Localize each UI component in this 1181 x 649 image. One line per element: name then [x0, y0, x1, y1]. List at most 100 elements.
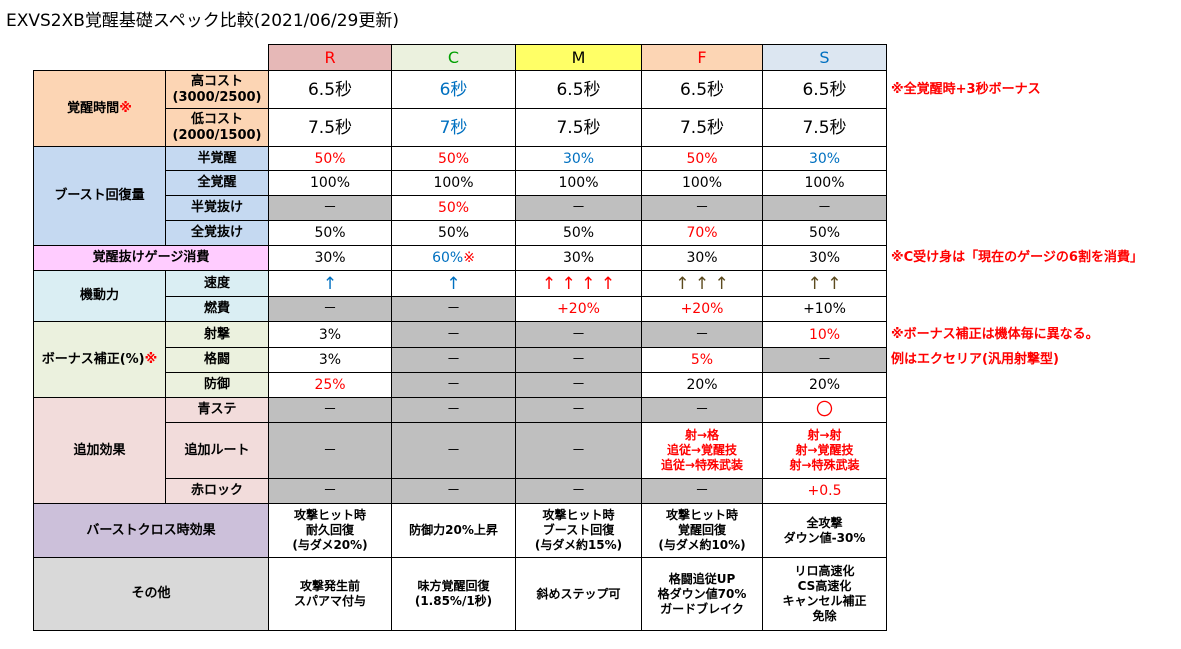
cell: 射→格 追従→覚醒技 追従→特殊武装	[641, 422, 763, 479]
cell-text: －	[571, 200, 586, 216]
cell-text: 7秒	[439, 117, 468, 138]
cell: ↑ ↑	[762, 270, 887, 297]
cell-text: 6秒	[439, 79, 468, 100]
cell-text: －	[323, 483, 337, 499]
cell: 50%	[515, 220, 642, 246]
note: ※C受け身は「現在のゲージの6割を消費」	[887, 246, 1177, 271]
cell-text: 50%	[314, 150, 346, 167]
group-label: 追加効果	[33, 397, 166, 504]
cell-line: 攻撃ヒット時	[665, 508, 738, 522]
row: 追加ルート－－－射→格 追従→覚醒技 追従→特殊武装 射→射 射→覚醒技 射→特殊武装	[34, 422, 1177, 479]
cell-line: スパアマ付与	[293, 594, 366, 608]
cell-text: －	[695, 326, 709, 343]
cell: 25%	[268, 372, 392, 398]
row-label: 青ステ	[165, 397, 269, 423]
note	[887, 271, 1177, 297]
cell-text: 7.5秒	[802, 117, 847, 138]
cell: ↑ ↑ ↑	[641, 270, 763, 297]
row-label: 全覚抜け	[165, 220, 269, 246]
cell: 防御力20%上昇	[391, 503, 516, 558]
row: 半覚抜け － 50% － － －	[34, 195, 1177, 221]
cell-text: 〇	[816, 400, 833, 420]
note: ※全覚醒時+3秒ボーナス	[887, 71, 1177, 109]
cell-text: 100%	[309, 175, 351, 191]
cell-text: 50%	[437, 150, 470, 167]
note	[887, 558, 1177, 631]
cell: －	[391, 296, 516, 322]
cell-text: ↑ ↑ ↑ ↑	[541, 273, 616, 294]
column-header: R	[268, 44, 392, 71]
group-label: 覚醒時間※	[33, 70, 166, 147]
cell-text: 100%	[558, 175, 599, 191]
cell: 100%	[391, 170, 516, 196]
column-header: M	[515, 44, 642, 71]
row-label: 半覚抜け	[165, 195, 269, 221]
cell: －	[762, 347, 887, 373]
cell: －	[268, 195, 392, 221]
group-mark: ※	[144, 351, 158, 367]
cell-line: 射→特殊武装	[789, 458, 860, 472]
cell-line: 射→格	[684, 428, 720, 442]
note	[887, 109, 1177, 147]
row: 燃費 － － +20% +20% +10%	[34, 296, 1177, 322]
empty	[887, 45, 1177, 71]
cell-line: 格闘追従UP	[668, 571, 736, 586]
note	[887, 504, 1177, 558]
cell-text: 20%	[808, 377, 841, 393]
cell-line: 防御力20%上昇	[409, 523, 498, 537]
cell-text: －	[446, 483, 461, 499]
cell: －	[641, 321, 763, 348]
cell: 30%	[515, 245, 642, 271]
cell: 20%	[641, 372, 763, 398]
group-label-text: その他	[131, 586, 171, 601]
cell: 攻撃ヒット時 耐久回復 (与ダメ20%)	[268, 503, 392, 558]
cell: 50%	[641, 146, 763, 171]
group-label-text: ボーナス補正(%)	[41, 351, 145, 367]
cell-line: ブースト回復	[542, 523, 615, 537]
cell-text: －	[571, 402, 586, 418]
cell: －	[515, 397, 642, 423]
cell-line: 攻撃ヒット時	[293, 508, 366, 522]
cell-text: －	[446, 442, 461, 459]
cell: 10%	[762, 321, 887, 348]
group-label: その他	[33, 557, 269, 631]
cell: 50%	[268, 220, 392, 246]
cell-text: －	[446, 301, 461, 317]
note-text: ※ボーナス補正は機体毎に異なる。	[891, 326, 1099, 342]
cell: 7秒	[391, 108, 516, 147]
cell-text: －	[446, 352, 461, 368]
row-label-text: 青ステ	[197, 402, 237, 417]
cell: 50%	[391, 146, 516, 171]
cell-line: 格ダウン値70%	[657, 586, 747, 601]
group-label: 機動力	[33, 270, 166, 322]
cell-text: 7.5秒	[679, 117, 725, 138]
row-label: 高コスト (3000/2500)	[165, 70, 269, 109]
cell: 20%	[762, 372, 887, 398]
cell: 7.5秒	[641, 108, 763, 147]
cell-text: 100%	[804, 175, 845, 191]
group-label-text: 機動力	[79, 288, 119, 303]
cell-text: 20%	[686, 377, 718, 393]
cell-line: 耐久回復	[305, 523, 354, 537]
cell-text: 70%	[686, 225, 718, 241]
cell-mark: ※	[463, 250, 475, 266]
cell: －	[762, 195, 887, 221]
cell: 100%	[641, 170, 763, 196]
cell-text: －	[571, 377, 586, 393]
cell-line: 攻撃ヒット時	[542, 508, 615, 522]
cell-line: 攻撃発生前	[299, 579, 360, 593]
cell-text: －	[817, 200, 832, 216]
cell: －	[515, 347, 642, 373]
row: 低コスト (2000/1500) 7.5秒 7秒 7.5秒 7.5秒 7.5秒	[34, 108, 1177, 147]
cell: －	[641, 397, 763, 423]
cell: －	[515, 195, 642, 221]
cell: －	[515, 478, 642, 504]
cell-text: －	[323, 442, 337, 459]
note	[887, 398, 1177, 423]
cell: 7.5秒	[268, 108, 392, 147]
row: ボーナス補正(%)※ 射撃 3% － － － 10% ※ボーナス補正は機体毎に異なる。	[33, 321, 1177, 398]
cell: 60%※	[391, 245, 516, 271]
cell: +20%	[641, 296, 763, 322]
group-label-text: 覚醒時間	[67, 100, 120, 116]
